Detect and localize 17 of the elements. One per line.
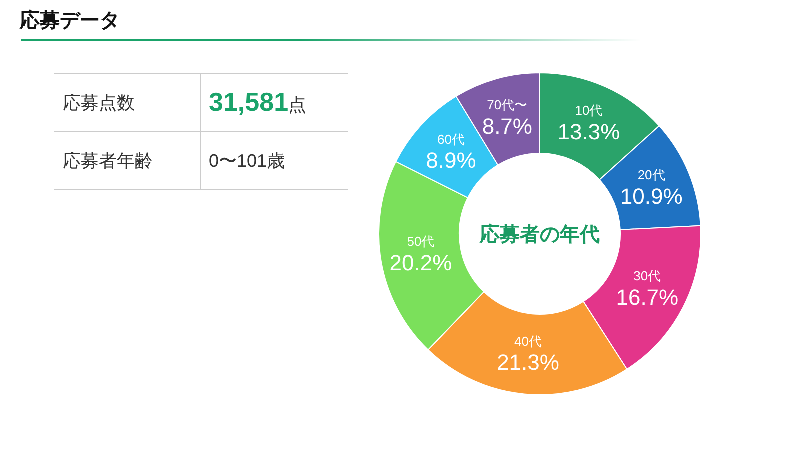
- slice-label: 20代: [638, 167, 666, 182]
- slice-label: 70代〜: [487, 97, 528, 112]
- slice-label: 60代: [437, 132, 465, 147]
- slice-label: 10代: [575, 103, 603, 118]
- slice-label: 40代: [514, 334, 542, 349]
- data-label: 21.3%: [497, 350, 560, 376]
- summary-table: 応募点数 31,581点 応募者年齢 0〜101歳: [54, 73, 348, 190]
- data-label: 16.7%: [616, 285, 679, 310]
- slice-label: 30代: [634, 268, 662, 284]
- data-label: 8.7%: [482, 114, 532, 139]
- data-label: 13.3%: [558, 120, 620, 145]
- data-label: 10.9%: [620, 184, 683, 209]
- data-label: 20.2%: [390, 250, 452, 276]
- text: 応募者の年代: [478, 222, 601, 248]
- data-label: 8.9%: [426, 148, 476, 174]
- text: 応募データ: [20, 8, 120, 34]
- slice-label: 50代: [407, 234, 435, 249]
